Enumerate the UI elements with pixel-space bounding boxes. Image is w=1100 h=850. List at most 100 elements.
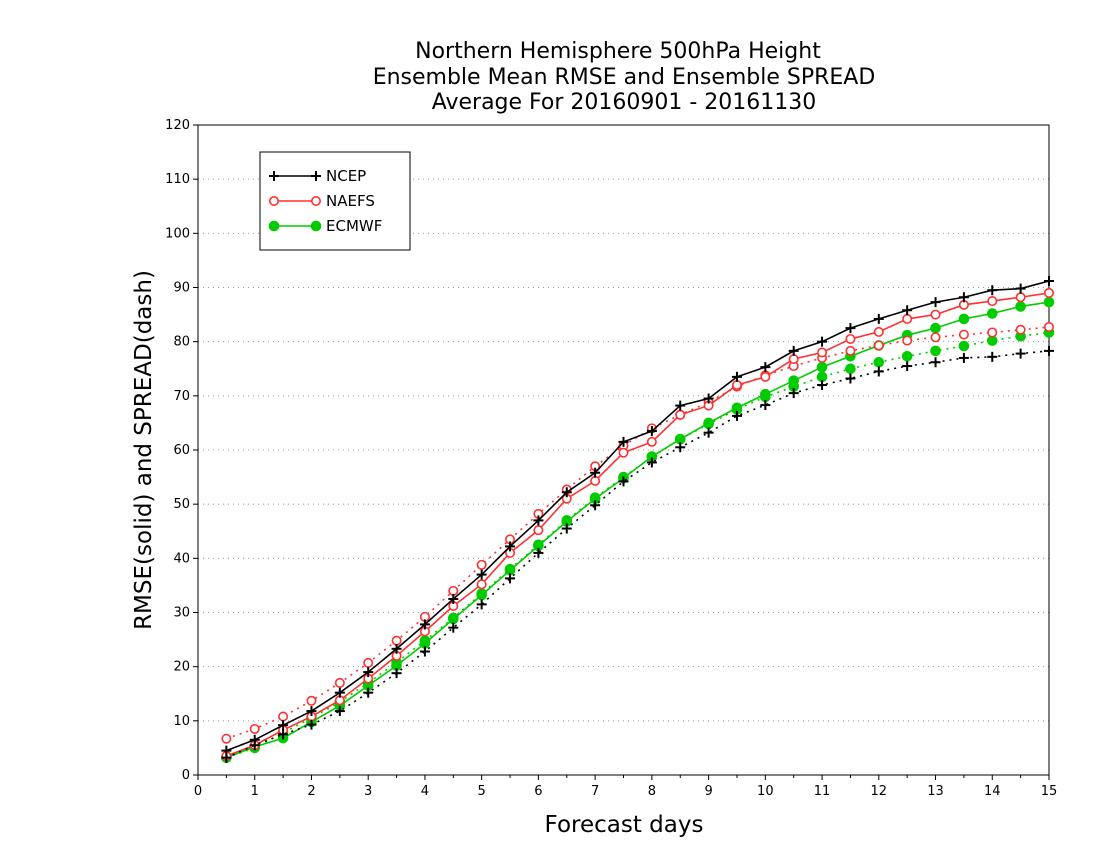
- data-point-ncep-rmse: [1044, 276, 1054, 286]
- series-ncep: [221, 276, 1054, 763]
- title-line-3: Average For 20160901 - 20161130: [432, 90, 817, 115]
- data-point-naefs-rmse: [987, 296, 998, 307]
- y-tick-label: 20: [173, 660, 190, 675]
- data-point-ncep-spread: [703, 427, 714, 438]
- x-tick-label: 0: [194, 784, 202, 799]
- data-point-ncep-spread: [675, 442, 686, 453]
- data-point-ecmwf-rmse: [448, 613, 459, 625]
- data-point-naefs-spread: [873, 340, 884, 351]
- data-point-ncep-rmse: [249, 734, 260, 745]
- legend-marker-naefs: [310, 196, 321, 207]
- data-point-ncep-spread: [334, 706, 345, 717]
- y-axis-label: RMSE(solid) and SPREAD(dash): [131, 270, 157, 630]
- data-point-ncep-rmse: [419, 619, 430, 630]
- title-line-1: Northern Hemisphere 500hPa Height: [415, 39, 821, 64]
- data-point-ecmwf-spread: [845, 363, 856, 375]
- data-point-naefs-rmse: [533, 525, 544, 536]
- data-point-naefs-spread: [448, 585, 459, 596]
- data-point-naefs-spread: [987, 327, 998, 338]
- x-tick-label: 15: [1041, 784, 1058, 799]
- y-tick-label: 110: [165, 172, 190, 187]
- data-point-ncep-spread: [987, 351, 998, 362]
- data-point-ncep-spread: [618, 476, 629, 487]
- data-point-ecmwf-spread: [930, 345, 941, 357]
- series-ecmwf: [221, 296, 1055, 763]
- data-point-ncep-rmse: [278, 720, 289, 731]
- data-point-naefs-rmse: [675, 409, 686, 420]
- data-point-ncep-rmse: [760, 362, 771, 373]
- legend-marker-naefs: [268, 196, 279, 207]
- data-point-ncep-rmse: [561, 487, 572, 498]
- data-point-ncep-spread: [646, 457, 657, 468]
- data-point-naefs-rmse: [618, 447, 629, 458]
- data-point-ncep-rmse: [334, 687, 345, 698]
- data-point-ecmwf-rmse: [1043, 296, 1055, 308]
- data-point-ncep-rmse: [363, 667, 374, 678]
- data-point-naefs-rmse: [902, 313, 913, 324]
- data-point-ncep-spread: [533, 547, 544, 558]
- data-point-ncep-rmse: [675, 400, 686, 411]
- legend-item-ecmwf: ECMWF: [268, 217, 382, 235]
- x-tick-label: 14: [984, 784, 1001, 799]
- data-point-ncep-rmse: [590, 467, 601, 478]
- data-point-ecmwf-rmse: [760, 388, 771, 400]
- data-point-ncep-rmse: [987, 285, 998, 296]
- x-tick-label: 9: [704, 784, 712, 799]
- data-point-ncep-rmse: [448, 593, 459, 604]
- x-tick-label: 5: [478, 784, 486, 799]
- y-tick-label: 80: [173, 335, 190, 350]
- data-point-ncep-spread: [590, 500, 601, 511]
- data-point-ncep-spread: [306, 719, 317, 730]
- series-line-naefs-rmse: [226, 292, 1050, 757]
- data-point-ncep-spread: [448, 622, 459, 633]
- data-point-ecmwf-rmse: [958, 313, 970, 325]
- data-point-naefs-rmse: [590, 475, 601, 486]
- legend-label-ecmwf: ECMWF: [326, 217, 382, 235]
- data-point-ncep-rmse: [618, 436, 629, 447]
- series-line-ncep-spread: [226, 350, 1050, 759]
- data-point-naefs-spread: [958, 329, 969, 340]
- x-tick-label: 6: [534, 784, 542, 799]
- data-point-ncep-rmse: [646, 426, 657, 437]
- data-point-naefs-rmse: [646, 436, 657, 447]
- data-point-ncep-spread: [873, 366, 884, 377]
- x-tick-label: 10: [757, 784, 774, 799]
- title-line-2: Ensemble Mean RMSE and Ensemble SPREAD: [373, 65, 876, 90]
- x-tick-label: 12: [871, 784, 888, 799]
- data-point-naefs-spread: [391, 635, 402, 646]
- data-point-naefs-spread: [476, 559, 487, 570]
- data-point-ecmwf-spread: [901, 350, 913, 362]
- data-point-naefs-spread: [930, 332, 941, 343]
- data-point-ncep-spread: [1044, 345, 1054, 356]
- y-tick-label: 40: [173, 551, 190, 566]
- x-axis-label: Forecast days: [545, 812, 704, 838]
- data-point-naefs-spread: [845, 345, 856, 356]
- series-line-ecmwf-rmse: [226, 301, 1050, 759]
- x-tick-label: 1: [251, 784, 259, 799]
- y-tick-label: 60: [173, 443, 190, 458]
- data-point-ncep-rmse: [958, 292, 969, 303]
- data-point-ncep-spread: [788, 388, 799, 399]
- data-point-ncep-rmse: [476, 569, 487, 580]
- data-point-ecmwf-rmse: [816, 361, 828, 373]
- data-point-ncep-spread: [760, 400, 771, 411]
- y-tick-label: 0: [182, 768, 190, 783]
- legend-item-ncep: NCEP: [269, 167, 366, 185]
- data-point-ecmwf-rmse: [986, 308, 998, 319]
- y-tick-label: 30: [173, 606, 190, 621]
- y-tick-label: 10: [173, 714, 190, 729]
- data-point-ncep-spread: [817, 380, 828, 390]
- data-point-ecmwf-rmse: [930, 322, 941, 334]
- x-tick-label: 7: [591, 784, 599, 799]
- data-point-ncep-spread: [561, 523, 572, 534]
- x-tick-label: 13: [927, 784, 944, 799]
- legend-marker-ncep: [269, 171, 279, 181]
- y-tick-label: 50: [173, 497, 190, 512]
- y-tick-label: 100: [165, 226, 190, 241]
- legend: NCEP NAEFS ECMWF: [259, 151, 411, 251]
- data-point-ncep-rmse: [817, 336, 828, 347]
- data-point-naefs-spread: [278, 711, 289, 722]
- data-point-naefs-rmse: [1044, 287, 1055, 298]
- data-point-naefs-spread: [221, 733, 232, 744]
